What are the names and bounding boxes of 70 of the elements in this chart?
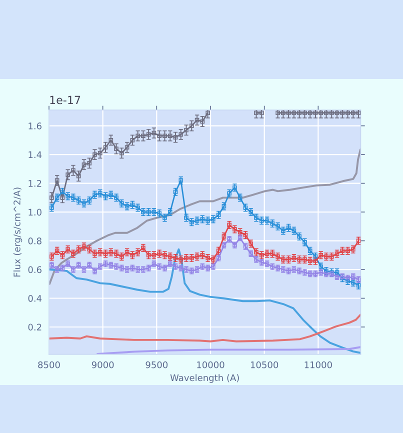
point	[87, 161, 92, 166]
point	[141, 134, 146, 138]
point	[329, 110, 334, 116]
point	[351, 110, 356, 116]
point	[334, 110, 340, 116]
x-tick-label: 11000	[304, 361, 332, 368]
point	[292, 110, 296, 116]
line-series	[50, 222, 361, 264]
point	[82, 162, 86, 167]
point	[173, 135, 178, 140]
point	[276, 110, 280, 116]
line-series	[49, 148, 361, 285]
line-series	[50, 178, 361, 288]
x-axis-title: Wavelength (A)	[170, 374, 239, 383]
y-tick-label: 0.8	[28, 238, 42, 244]
point	[120, 150, 124, 156]
line-series	[96, 346, 361, 354]
y-tick-label: 1.2	[28, 180, 42, 187]
point	[146, 132, 151, 137]
point	[318, 110, 324, 116]
x-tick-label: 10500	[250, 361, 278, 368]
point	[356, 110, 361, 116]
point	[324, 110, 328, 116]
point	[313, 110, 318, 116]
point	[297, 110, 302, 116]
y-tick-label: 1.0	[28, 208, 42, 216]
point	[157, 134, 162, 138]
point	[50, 196, 54, 200]
point	[54, 178, 60, 183]
point	[92, 152, 97, 157]
point	[136, 134, 140, 138]
x-tick-label: 8500	[38, 361, 60, 368]
point	[200, 119, 205, 124]
x-tick-label: 10000	[197, 361, 224, 368]
y-tick-label: 1.6	[28, 122, 42, 130]
point	[124, 145, 130, 150]
point	[178, 132, 184, 137]
line-series	[49, 314, 361, 342]
y-tick-label: 0.6	[28, 266, 42, 274]
point	[168, 134, 172, 138]
point	[66, 172, 70, 177]
point	[103, 145, 108, 150]
point	[346, 110, 350, 116]
point	[184, 128, 188, 132]
point	[340, 110, 345, 116]
point	[259, 110, 264, 116]
point	[206, 110, 210, 116]
point	[286, 110, 291, 116]
y-tick-label: 0.4	[28, 294, 42, 302]
line-series	[50, 236, 361, 282]
point	[76, 174, 81, 178]
point	[152, 130, 156, 136]
point	[194, 118, 200, 122]
point	[254, 110, 258, 116]
x-tick-label: 9000	[92, 361, 114, 368]
point	[281, 110, 286, 116]
y-tick-label: 0.2	[28, 324, 42, 331]
point	[114, 146, 118, 151]
point	[108, 138, 114, 142]
point	[190, 124, 194, 128]
x-tick-label: 9500	[146, 361, 168, 368]
point	[302, 110, 307, 116]
point	[162, 134, 167, 138]
point	[308, 110, 312, 116]
y-tick-label: 1.4	[28, 151, 42, 158]
point	[71, 168, 76, 173]
point	[98, 150, 102, 156]
point	[130, 138, 135, 142]
y-axis-title: Flux (erg/s/cm^2/A)	[13, 188, 22, 277]
text: 1e-17	[50, 96, 80, 104]
